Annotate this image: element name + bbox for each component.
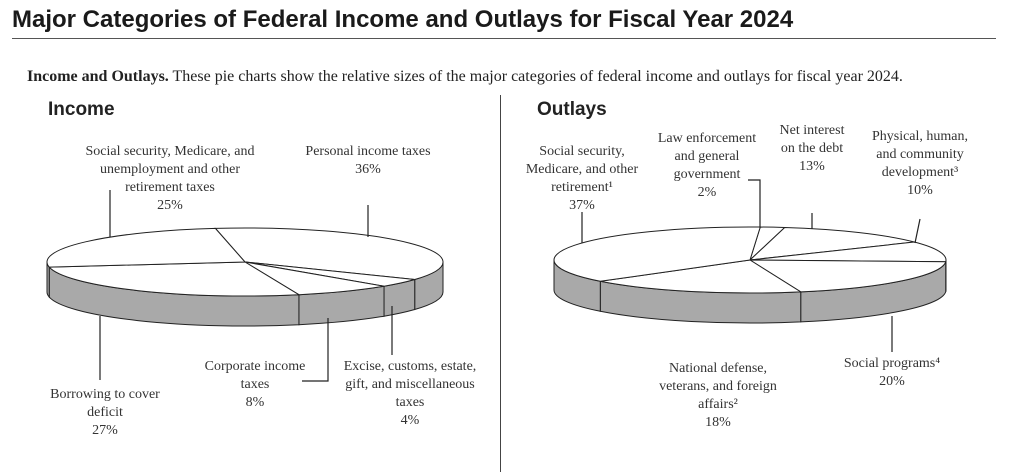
category-label: Social security, Medicare, and other ret…: [525, 144, 639, 195]
leader-line: [748, 179, 761, 228]
slice-label: Social security, Medicare, and unemploym…: [70, 143, 270, 215]
divider: [500, 95, 501, 472]
value-label: 37%: [569, 198, 595, 213]
slice-label: Borrowing to cover deficit 27%: [45, 386, 165, 440]
slice: [600, 259, 803, 294]
slice: [214, 227, 444, 281]
chart-title: Outlays: [537, 99, 607, 120]
value-label: 36%: [355, 162, 381, 177]
category-label: Excise, customs, estate, gift, and misce…: [343, 359, 477, 410]
slice-label: Social programs⁴ 20%: [842, 355, 942, 391]
intro-lead: Income and Outlays.: [27, 68, 169, 85]
value-label: 10%: [907, 183, 933, 198]
value-label: 18%: [705, 415, 731, 430]
slice-label: Corporate income taxes 8%: [200, 358, 310, 412]
category-label: Physical, human, and community developme…: [871, 129, 969, 180]
title-rule: [12, 38, 996, 39]
page-title: Major Categories of Federal Income and O…: [12, 6, 794, 33]
slice: [748, 259, 947, 293]
slice: [748, 227, 915, 261]
value-label: 27%: [92, 423, 118, 438]
slice: [553, 226, 761, 282]
slice-label: Excise, customs, estate, gift, and misce…: [340, 358, 480, 430]
category-label: Social security, Medicare, and unemploym…: [85, 144, 255, 195]
slice-label: National defense, veterans, and foreign …: [643, 360, 793, 432]
value-label: 13%: [799, 159, 825, 174]
slice-label: Net interest on the debt 13%: [777, 122, 847, 176]
leader-line: [914, 218, 921, 244]
value-label: 8%: [245, 395, 265, 410]
intro-text: These pie charts show the relative sizes…: [172, 68, 903, 85]
category-label: Law enforcement and general government: [657, 131, 757, 182]
category-label: Borrowing to cover deficit: [50, 387, 160, 420]
slice-label: Law enforcement and general government 2%: [657, 130, 757, 202]
leader-line: [302, 318, 329, 382]
category-label: Corporate income taxes: [204, 359, 306, 392]
slice: [48, 261, 301, 297]
slice: [244, 261, 385, 296]
category-label: National defense, veterans, and foreign …: [659, 361, 777, 412]
slice-label: Personal income taxes 36%: [303, 143, 433, 179]
slice: [749, 241, 947, 263]
category-label: Personal income taxes: [305, 144, 431, 159]
value-label: 4%: [400, 413, 420, 428]
chart-title: Income: [48, 99, 115, 120]
value-label: 20%: [879, 374, 905, 389]
category-label: Social programs⁴: [843, 356, 941, 371]
slice-label: Social security, Medicare, and other ret…: [512, 143, 652, 215]
value-label: 2%: [697, 185, 717, 200]
category-label: Net interest on the debt: [779, 123, 845, 156]
value-label: 25%: [157, 198, 183, 213]
slice: [46, 227, 247, 268]
slice-label: Physical, human, and community developme…: [865, 128, 975, 200]
intro: Income and Outlays. These pie charts sho…: [27, 68, 903, 86]
